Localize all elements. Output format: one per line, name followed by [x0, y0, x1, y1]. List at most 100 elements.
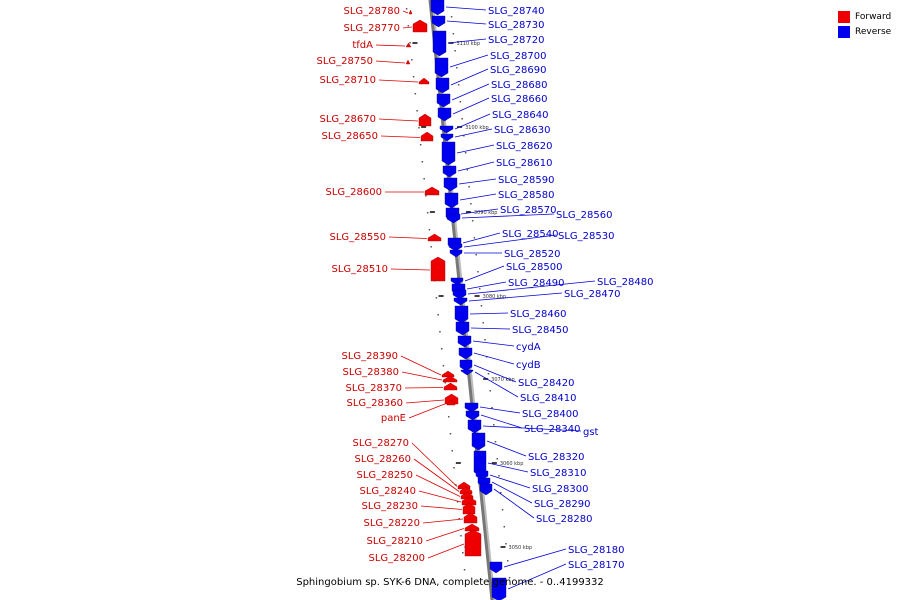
reverse-gene[interactable]	[444, 192, 459, 209]
scale-tick-label: 3080 kbp	[483, 294, 507, 300]
reverse-leader	[462, 232, 501, 244]
reverse-leader	[452, 97, 490, 115]
reverse-gene[interactable]	[439, 125, 454, 134]
reverse-gene[interactable]	[446, 213, 461, 224]
forward-gene-label: SLG_28240	[360, 486, 416, 497]
forward-leader	[388, 236, 428, 239]
forward-leader	[380, 135, 421, 138]
forward-gene[interactable]	[446, 399, 456, 406]
scale-dot	[442, 365, 445, 367]
scale-dot	[470, 203, 472, 205]
forward-gene[interactable]	[424, 186, 440, 196]
scale-dot	[407, 25, 410, 27]
reverse-gene[interactable]	[443, 177, 458, 192]
reverse-gene[interactable]	[464, 402, 479, 413]
forward-gene[interactable]	[443, 382, 458, 391]
scale-dot	[405, 8, 408, 10]
reverse-gene[interactable]	[453, 297, 468, 306]
legend-forward-label: Forward	[855, 11, 892, 22]
forward-gene-label: SLG_28670	[320, 114, 376, 125]
scale-dot	[498, 475, 500, 477]
forward-gene[interactable]	[408, 9, 413, 15]
scale-dot	[447, 416, 450, 418]
reverse-gene[interactable]	[465, 410, 480, 421]
scale-dot	[501, 509, 504, 511]
reverse-gene[interactable]	[452, 289, 467, 300]
reverse-gene-label: SLG_28580	[498, 190, 554, 201]
forward-leader	[420, 505, 463, 510]
reverse-gene-label: SLG_28590	[498, 175, 554, 186]
forward-leader	[375, 60, 406, 64]
forward-gene[interactable]	[418, 77, 430, 85]
reverse-gene[interactable]	[431, 15, 446, 28]
reverse-gene-label: SLG_28280	[536, 514, 592, 525]
reverse-swatch	[838, 25, 850, 38]
reverse-gene[interactable]	[460, 369, 474, 376]
forward-gene[interactable]	[418, 113, 432, 127]
forward-gene[interactable]	[420, 131, 434, 142]
forward-gene[interactable]	[457, 481, 471, 490]
reverse-gene[interactable]	[489, 561, 503, 574]
reverse-gene[interactable]	[448, 243, 463, 252]
forward-gene-label: SLG_28550	[330, 232, 386, 243]
reverse-gene[interactable]	[430, 0, 445, 16]
reverse-gene[interactable]	[434, 57, 449, 78]
scale-tick-label: 3110 kbp	[456, 41, 480, 47]
forward-gene-label: SLG_28260	[355, 454, 411, 465]
forward-gene-label: SLG_28600	[326, 187, 382, 198]
scale-dot	[452, 33, 455, 35]
forward-gene[interactable]	[430, 256, 446, 282]
forward-gene-label: SLG_28270	[353, 438, 409, 449]
forward-gene[interactable]	[442, 375, 458, 383]
scale-dot	[468, 186, 470, 188]
reverse-gene[interactable]	[459, 359, 473, 372]
reverse-gene[interactable]	[435, 77, 450, 94]
forward-gene[interactable]	[461, 496, 477, 506]
reverse-leader	[479, 406, 521, 414]
forward-gene[interactable]	[441, 370, 455, 378]
reverse-gene[interactable]	[449, 249, 463, 258]
reverse-gene[interactable]	[491, 577, 507, 600]
reverse-gene[interactable]	[436, 93, 451, 108]
reverse-gene[interactable]	[479, 483, 493, 496]
reverse-gene[interactable]	[440, 133, 454, 142]
reverse-gene[interactable]	[450, 277, 464, 286]
forward-gene[interactable]	[463, 512, 478, 524]
forward-leader	[413, 458, 460, 492]
forward-gene[interactable]	[405, 59, 411, 65]
reverse-gene[interactable]	[455, 321, 470, 336]
reverse-gene[interactable]	[437, 107, 452, 122]
forward-gene[interactable]	[427, 233, 442, 242]
forward-gene-label: panE	[381, 413, 406, 424]
reverse-gene-label: SLG_28660	[491, 94, 547, 105]
forward-gene[interactable]	[444, 393, 459, 405]
forward-gene[interactable]	[405, 42, 412, 48]
scale-dot	[489, 390, 491, 392]
reverse-gene-label: SLG_28170	[568, 560, 624, 571]
forward-gene[interactable]	[464, 523, 480, 532]
reverse-gene-label: SLG_28630	[494, 125, 550, 136]
reverse-gene[interactable]	[471, 432, 486, 451]
reverse-gene[interactable]	[458, 347, 473, 360]
reverse-gene[interactable]	[441, 141, 456, 166]
reverse-gene[interactable]	[454, 305, 469, 324]
forward-leader	[408, 403, 447, 419]
forward-leader	[415, 474, 461, 497]
forward-gene[interactable]	[412, 19, 428, 33]
forward-gene[interactable]	[462, 502, 476, 515]
scale-tick-label: 3050 kbp	[509, 545, 533, 551]
scale-dot	[426, 212, 429, 214]
reverse-leader	[468, 292, 563, 302]
forward-gene-label: SLG_28220	[364, 518, 420, 529]
scale-dot	[416, 110, 418, 112]
reverse-leader	[469, 312, 509, 315]
reverse-gene[interactable]	[457, 335, 472, 348]
reverse-leader	[486, 440, 527, 457]
forward-gene[interactable]	[464, 529, 482, 557]
reverse-gene[interactable]	[467, 419, 482, 434]
reverse-gene[interactable]	[442, 165, 457, 178]
reverse-gene-label: SLG_28530	[558, 231, 614, 242]
forward-gene-label: SLG_28390	[342, 351, 398, 362]
scale-dot	[505, 543, 507, 545]
reverse-gene[interactable]	[432, 30, 447, 57]
